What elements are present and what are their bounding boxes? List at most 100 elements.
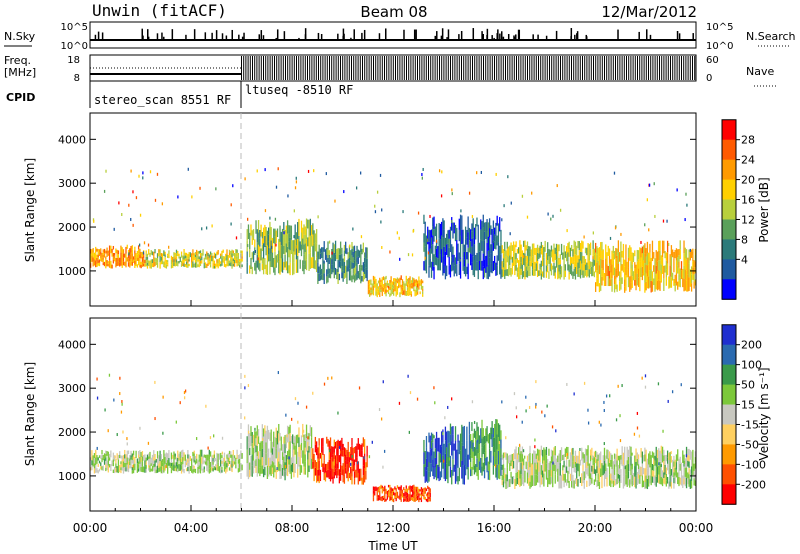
scatter-cell xyxy=(483,452,486,462)
scatter-cell xyxy=(471,448,473,458)
colorbar-tick-label: 8 xyxy=(741,233,748,246)
scatter-cell xyxy=(117,468,120,474)
scatter-cell xyxy=(420,492,423,495)
scatter-cell xyxy=(271,467,274,474)
scatter-cell xyxy=(608,248,611,256)
scatter-cell xyxy=(207,460,209,467)
scatter-cell xyxy=(631,276,633,288)
scatter-cell xyxy=(461,229,463,244)
scatter-cell xyxy=(338,440,341,449)
scatter-cell xyxy=(276,254,279,263)
scatter-cell xyxy=(589,473,592,480)
scatter-cell xyxy=(231,454,233,459)
scatter-cell xyxy=(151,454,154,461)
scatter-cell xyxy=(332,242,334,251)
scatter-cell xyxy=(552,257,554,262)
scatter-cell xyxy=(468,191,471,195)
scatter-cell xyxy=(467,216,469,233)
scatter-cell xyxy=(144,454,146,461)
scatter-cell xyxy=(292,240,294,252)
scatter-cell xyxy=(625,474,627,485)
scatter-cell xyxy=(144,466,146,473)
scatter-cell xyxy=(502,271,505,277)
scatter-cell xyxy=(256,445,258,457)
scatter-cell xyxy=(683,257,685,261)
scatter-cell xyxy=(188,256,190,260)
scatter-cell xyxy=(505,481,507,489)
scatter-cell xyxy=(653,278,655,286)
scatter-cell xyxy=(492,427,495,438)
scatter-cell xyxy=(538,460,540,472)
scatter-cell xyxy=(150,468,152,472)
scatter-cell xyxy=(379,490,381,496)
colorbar-swatch xyxy=(722,464,736,485)
scatter-cell xyxy=(416,491,419,496)
scatter-cell xyxy=(160,256,162,261)
scatter-cell xyxy=(457,459,459,468)
scatter-cell xyxy=(131,460,133,464)
scatter-cell xyxy=(297,434,299,444)
scatter-cell xyxy=(405,275,407,281)
scatter-cell xyxy=(490,244,492,254)
scatter-cell xyxy=(666,457,669,464)
scatter-cell xyxy=(547,468,549,478)
scatter-cell xyxy=(611,454,613,460)
scatter-cell xyxy=(328,259,330,264)
scatter-cell xyxy=(541,456,544,464)
scatter-cell xyxy=(405,485,407,489)
scatter-cell xyxy=(226,463,228,468)
scatter-cell xyxy=(531,453,534,465)
scatter-cell xyxy=(167,255,169,258)
scatter-cell xyxy=(238,258,241,262)
scatter-cell xyxy=(648,276,650,289)
scatter-cell xyxy=(125,253,127,261)
scatter-cell xyxy=(389,484,391,491)
scatter-cell xyxy=(491,229,493,244)
scatter-cell xyxy=(601,268,603,277)
scatter-cell xyxy=(659,240,661,251)
scatter-cell xyxy=(666,476,669,484)
scatter-cell xyxy=(433,229,435,242)
scatter-cell xyxy=(284,465,287,469)
scatter-cell xyxy=(394,281,396,285)
scatter-cell xyxy=(596,270,598,279)
cpid-segment-2: ltuseq -8510 RF xyxy=(245,83,353,97)
scatter-cell xyxy=(102,262,104,266)
scatter-cell xyxy=(237,454,240,460)
scatter-cell xyxy=(492,465,495,475)
scatter-cell xyxy=(227,254,229,261)
scatter-cell xyxy=(471,254,473,263)
scatter-cell xyxy=(226,254,228,261)
scatter-cell xyxy=(466,426,468,441)
scatter-cell xyxy=(363,468,366,483)
scatter-cell xyxy=(371,283,373,289)
scatter-cell xyxy=(636,458,638,466)
colorbar-swatch xyxy=(722,119,736,141)
scatter-cell xyxy=(588,244,590,253)
scatter-cell xyxy=(191,253,193,259)
scatter-cell xyxy=(680,270,683,280)
scatter-cell xyxy=(423,487,425,491)
scatter-cell xyxy=(380,282,382,285)
scatter-cell xyxy=(693,478,695,486)
scatter-cell xyxy=(142,251,145,255)
scatter-cell xyxy=(582,464,584,471)
scatter-cell xyxy=(541,463,544,471)
scatter-cell xyxy=(409,391,412,395)
scatter-cell xyxy=(309,457,311,469)
scatter-cell xyxy=(595,450,597,458)
scatter-cell xyxy=(294,463,296,473)
scatter-cell xyxy=(682,268,684,279)
scatter-cell xyxy=(275,185,278,189)
scatter-cell xyxy=(189,252,192,258)
scatter-cell xyxy=(222,259,224,263)
scatter-cell xyxy=(563,454,565,461)
scatter-cell xyxy=(502,262,505,268)
scatter-cell xyxy=(124,458,126,463)
scatter-cell xyxy=(256,242,258,255)
scatter-cell xyxy=(598,420,600,424)
scatter-cell xyxy=(477,439,479,454)
scatter-cell xyxy=(110,245,112,254)
scatter-cell xyxy=(529,271,531,277)
scatter-cell xyxy=(174,465,176,469)
